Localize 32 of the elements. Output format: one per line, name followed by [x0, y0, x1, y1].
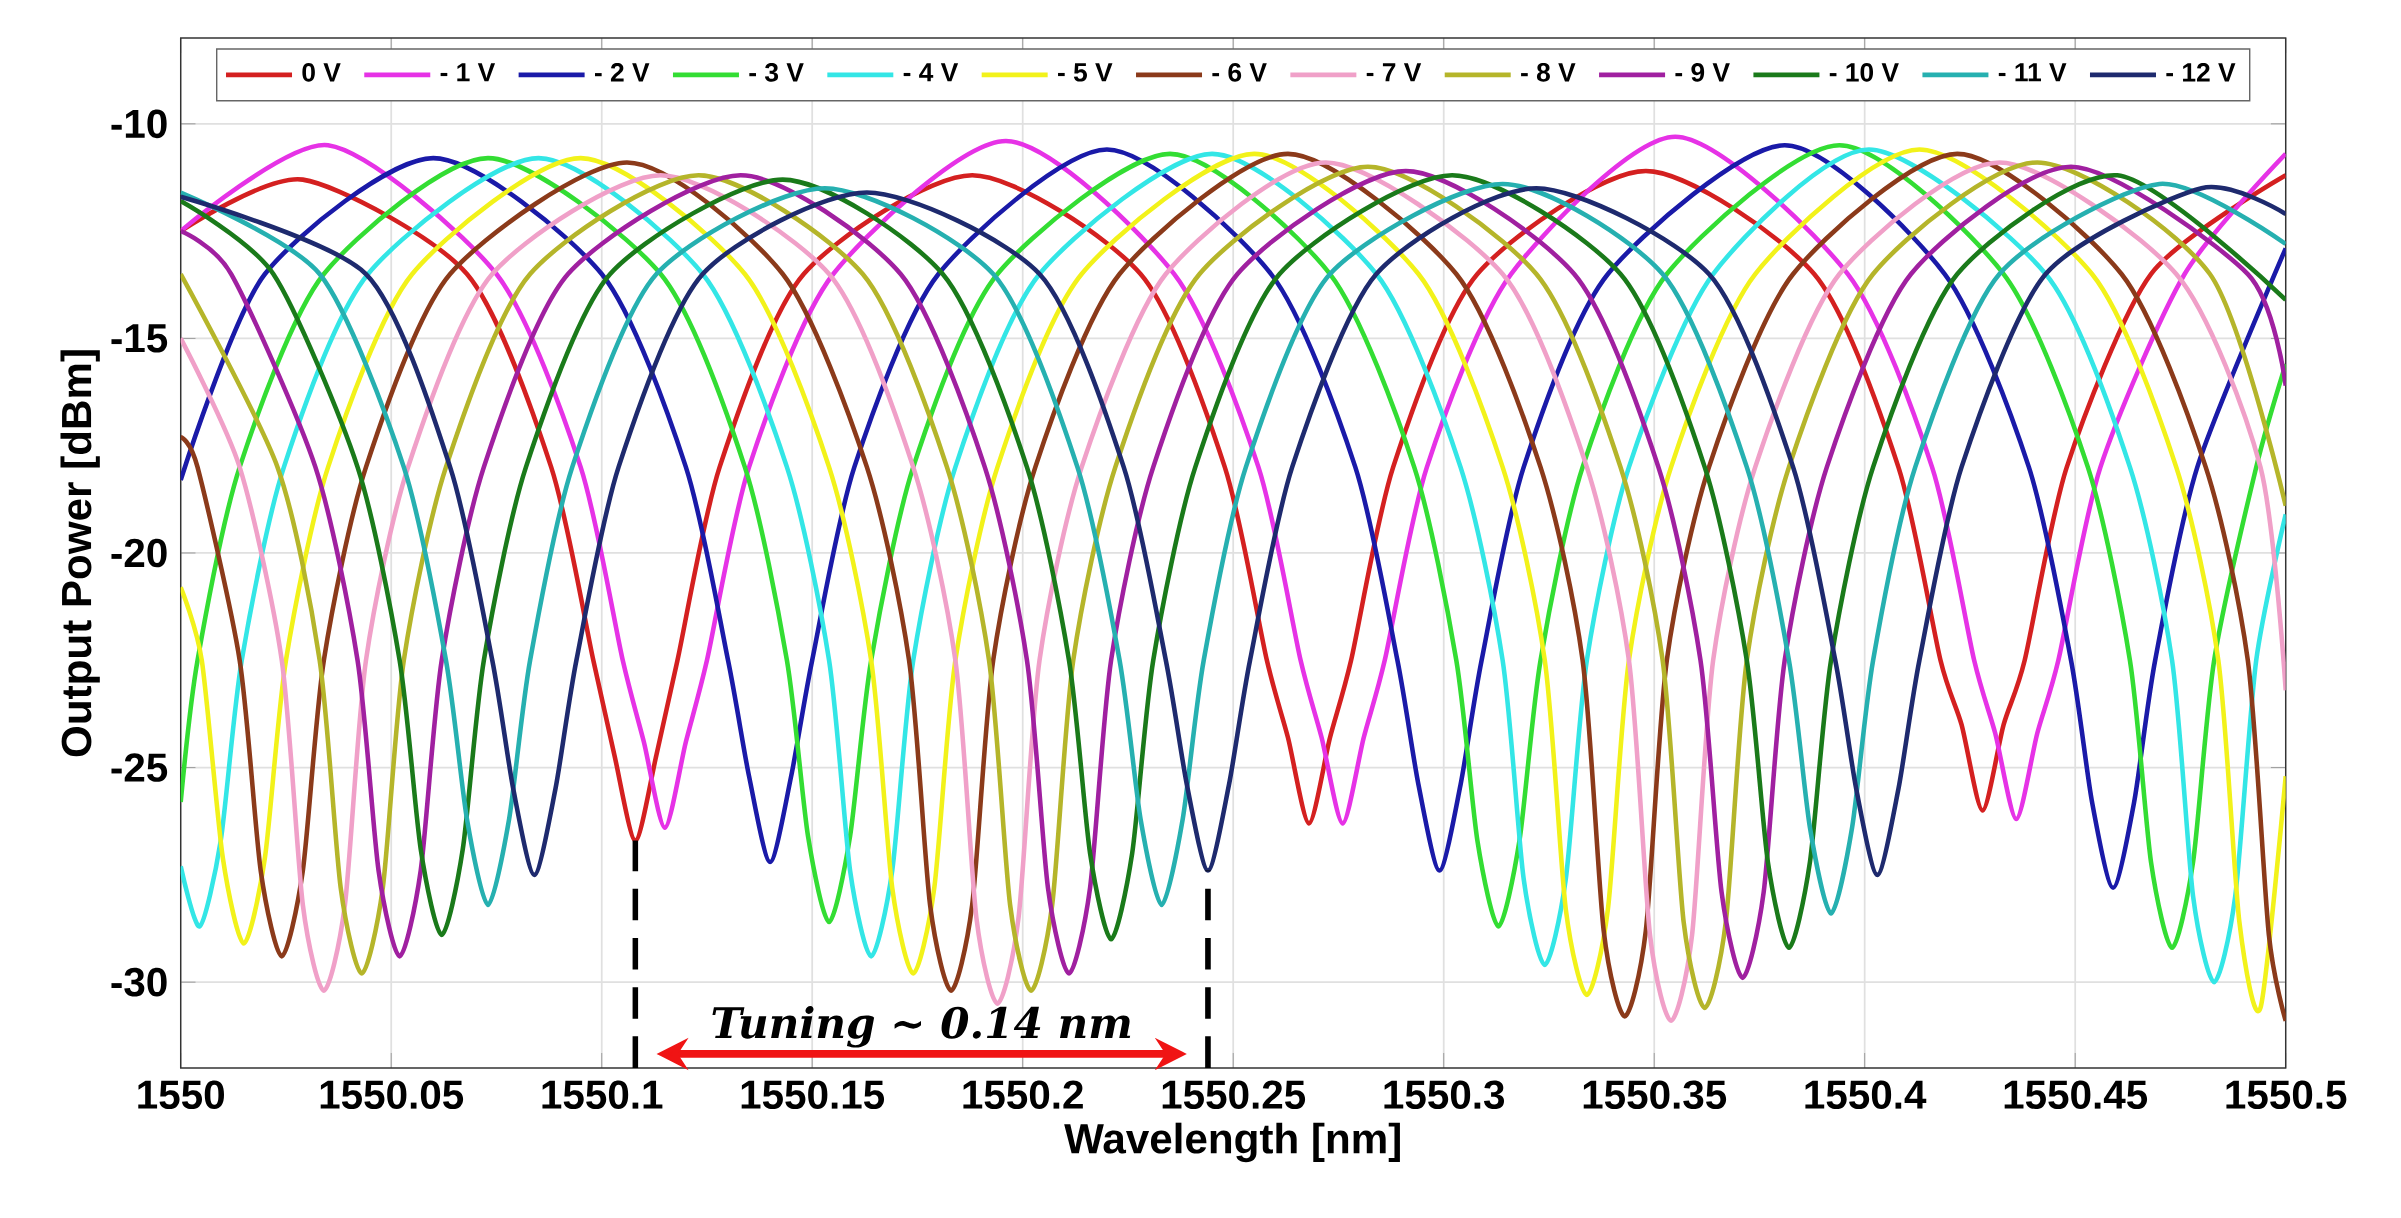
x-tick-label: 1550.15	[741, 1080, 885, 1110]
legend-label: - 2 V	[594, 63, 650, 82]
x-tick-label: 1550.1	[542, 1080, 663, 1110]
legend-label: - 12 V	[2166, 63, 2236, 82]
x-tick-label: 1550.25	[1162, 1080, 1306, 1110]
y-tick-label: -20	[111, 538, 167, 568]
annotation: Tuning ~ 0.14 nm	[712, 1006, 1131, 1048]
y-tick-label: -25	[111, 753, 168, 782]
legend-label: - 1 V	[440, 63, 496, 82]
x-tick-label: 1550.4	[1805, 1080, 1927, 1110]
legend-label: - 5 V	[1058, 63, 1113, 82]
x-tick-label: 1550.05	[320, 1080, 464, 1110]
x-axis-title: Wavelength [nm]	[1064, 1122, 1400, 1163]
legend-label: - 11 V	[1998, 63, 2067, 82]
x-tick-label: 1550	[138, 1080, 224, 1110]
y-tick-label: -15	[111, 324, 168, 353]
y-tick-label: -10	[111, 109, 167, 139]
legend-label: - 4 V	[903, 63, 959, 82]
y-tick-label: -30	[111, 967, 167, 997]
legend-label: - 8 V	[1521, 63, 1576, 82]
x-tick-label: 1550.45	[2004, 1080, 2148, 1110]
y-axis-title: Output Power [dBm]	[60, 350, 100, 757]
legend-label: - 3 V	[749, 63, 804, 82]
legend-label: - 9 V	[1675, 63, 1730, 82]
x-tick-label: 1550.35	[1583, 1080, 1727, 1110]
legend-label: - 6 V	[1212, 63, 1267, 82]
x-tick-label: 1550.3	[1384, 1080, 1505, 1110]
legend-label: - 10 V	[1829, 63, 1899, 82]
x-tick-label: 1550.2	[963, 1080, 1083, 1110]
x-tick-label: 1550.5	[2226, 1080, 2347, 1110]
legend-label: - 7 V	[1366, 63, 1422, 82]
legend-label: 0 V	[302, 63, 341, 82]
